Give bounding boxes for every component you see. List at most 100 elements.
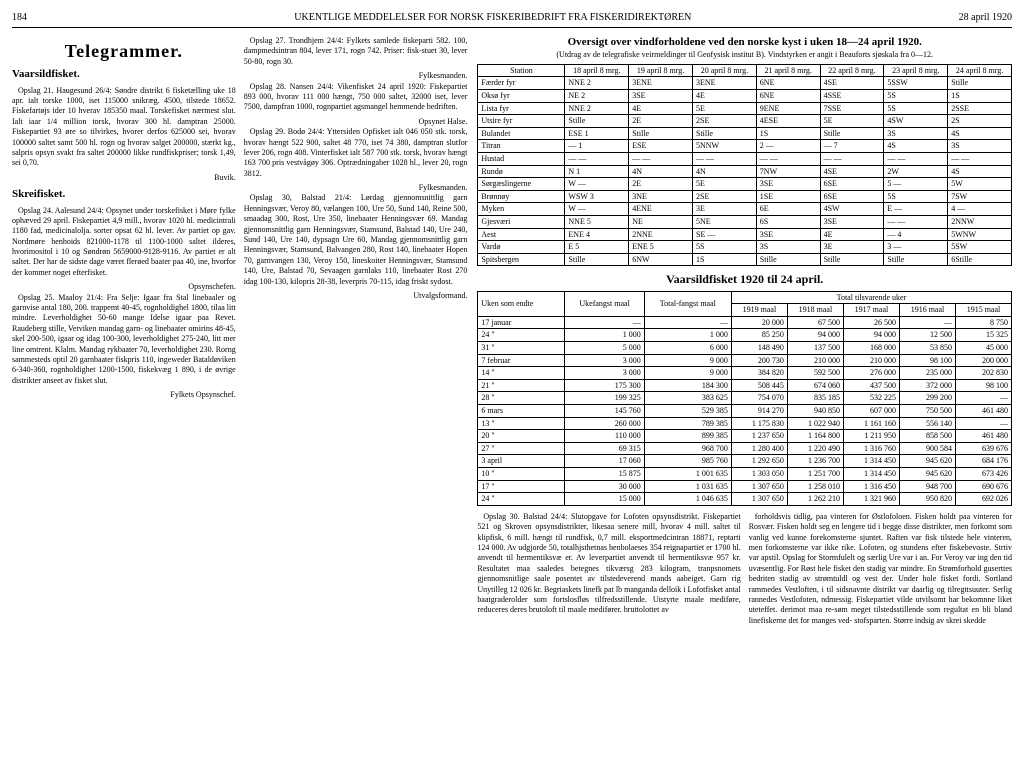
fish-cell: — <box>565 316 644 329</box>
fish-cell: 461 480 <box>955 405 1011 418</box>
fish-cell: 94 000 <box>843 329 899 342</box>
wind-table-title: Oversigt over vindforholdene ved den nor… <box>477 36 1012 49</box>
wind-header: 24 april 8 mrg. <box>948 64 1012 77</box>
wind-cell: 1S <box>756 127 820 140</box>
wind-cell: 4N <box>693 165 757 178</box>
wind-header: 23 april 8 mrg. <box>884 64 948 77</box>
wind-cell: 4ESE <box>756 115 820 128</box>
fish-cell: 900 584 <box>899 442 955 455</box>
wind-cell: 5 — <box>884 178 948 191</box>
wind-cell: 2NNW <box>948 215 1012 228</box>
col2-p4: Opslag 30, Balstad 21/4: Lørdag gjennoms… <box>244 193 468 287</box>
bottom-p2: forholdsvis tidlig, paa vinteren for Øst… <box>749 512 1012 626</box>
fish-cell: 31 " <box>478 342 565 355</box>
wind-header: 19 april 8 mrg. <box>629 64 693 77</box>
fish-cell: 15 000 <box>565 493 644 506</box>
header-center: UKENTLIGE MEDDELELSER FOR NORSK FISKERIB… <box>294 12 691 24</box>
wind-cell: 4S <box>884 140 948 153</box>
wind-cell: 3E <box>693 203 757 216</box>
wind-cell: 7SSE <box>820 102 884 115</box>
wind-cell: NE <box>629 215 693 228</box>
signature-fylkets: Fylkets Opsynschef. <box>12 390 236 400</box>
fish-cell: 383 625 <box>644 392 731 405</box>
fish-cell: 607 000 <box>843 405 899 418</box>
fish-cell: 945 620 <box>899 467 955 480</box>
fish-cell: 17 " <box>478 480 565 493</box>
wind-cell: Titran <box>478 140 565 153</box>
fish-cell: 384 820 <box>731 367 787 380</box>
wind-cell: 6SE <box>820 190 884 203</box>
fish-cell: 10 " <box>478 467 565 480</box>
col1-p2: Opslag 24. Aalesund 24/4: Opsynet under … <box>12 206 236 279</box>
fish-cell: 24 " <box>478 493 565 506</box>
fish-cell: 1 251 700 <box>787 467 843 480</box>
wind-cell: — 4 <box>884 228 948 241</box>
fish-cell: 914 270 <box>731 405 787 418</box>
fish-cell: 137 500 <box>787 342 843 355</box>
wind-cell: 1S <box>948 89 1012 102</box>
fish-table-title: Vaarsildfisket 1920 til 24 april. <box>477 272 1012 286</box>
fish-year-header: 1919 maal <box>731 304 787 317</box>
fish-cell: 3 000 <box>565 354 644 367</box>
wind-cell: Stille <box>820 127 884 140</box>
wind-cell: 6S <box>756 215 820 228</box>
wind-cell: Stille <box>884 253 948 266</box>
telegrammer-heading: Telegrammer. <box>12 40 236 63</box>
wind-cell: 7NW <box>756 165 820 178</box>
wind-cell: 3S <box>756 241 820 254</box>
fish-cell: 15 875 <box>565 467 644 480</box>
wind-header: 22 april 8 mrg. <box>820 64 884 77</box>
fish-cell: — <box>955 417 1011 430</box>
bottom-col-2: forholdsvis tidlig, paa vinteren for Øst… <box>749 512 1012 629</box>
fish-cell: 1 164 800 <box>787 430 843 443</box>
wind-cell: NNE 5 <box>565 215 629 228</box>
fish-cell: 437 500 <box>843 379 899 392</box>
fish-year-header: 1917 maal <box>843 304 899 317</box>
wind-cell: — — <box>629 152 693 165</box>
wind-cell: 6Stille <box>948 253 1012 266</box>
wind-cell: 4SW <box>884 115 948 128</box>
fish-cell: 1 307 650 <box>731 480 787 493</box>
fish-cell: 21 " <box>478 379 565 392</box>
wind-cell: Stille <box>820 253 884 266</box>
fish-header: Total-fangst maal <box>644 291 731 316</box>
section-skreifisket: Skreifisket. <box>12 187 236 201</box>
wind-table: Station18 april 8 mrg.19 april 8 mrg.20 … <box>477 64 1012 267</box>
right-panel: Oversigt over vindforholdene ved den nor… <box>477 36 1012 629</box>
fish-cell: 1 262 210 <box>787 493 843 506</box>
wind-cell: 5S <box>693 241 757 254</box>
wind-cell: 3ENE <box>693 77 757 90</box>
wind-cell: 4S <box>948 165 1012 178</box>
fish-cell: 210 000 <box>787 354 843 367</box>
wind-cell: 2SSE <box>948 102 1012 115</box>
fish-cell: 30 000 <box>565 480 644 493</box>
wind-cell: Færder fyr <box>478 77 565 90</box>
bottom-p1: Opslag 30. Balstad 24/4: Slutopgave for … <box>477 512 740 616</box>
wind-cell: 3 — <box>884 241 948 254</box>
wind-cell: 2W <box>884 165 948 178</box>
wind-cell: 2E <box>629 115 693 128</box>
fish-cell: 110 000 <box>565 430 644 443</box>
fish-cell: 53 850 <box>899 342 955 355</box>
fish-cell: 1 316 760 <box>843 442 899 455</box>
wind-cell: Rundø <box>478 165 565 178</box>
fish-cell: 1 211 950 <box>843 430 899 443</box>
wind-cell: 4E <box>629 102 693 115</box>
wind-cell: 4SE <box>820 77 884 90</box>
fish-cell: 14 " <box>478 367 565 380</box>
wind-cell: — — <box>948 152 1012 165</box>
fish-cell: 1 161 160 <box>843 417 899 430</box>
fish-cell: 3 april <box>478 455 565 468</box>
bottom-col-1: Opslag 30. Balstad 24/4: Slutopgave for … <box>477 512 740 629</box>
fish-cell: 835 185 <box>787 392 843 405</box>
wind-cell: 5NNW <box>693 140 757 153</box>
wind-cell: 5W <box>948 178 1012 191</box>
fish-cell: 529 385 <box>644 405 731 418</box>
wind-cell: 4S <box>948 127 1012 140</box>
section-vaarsildfisket: Vaarsildfisket. <box>12 67 236 81</box>
wind-cell: 3S <box>948 140 1012 153</box>
fish-cell: 556 140 <box>899 417 955 430</box>
fish-cell: 20 000 <box>731 316 787 329</box>
wind-cell: ENE 5 <box>629 241 693 254</box>
fish-cell: 1 022 940 <box>787 417 843 430</box>
